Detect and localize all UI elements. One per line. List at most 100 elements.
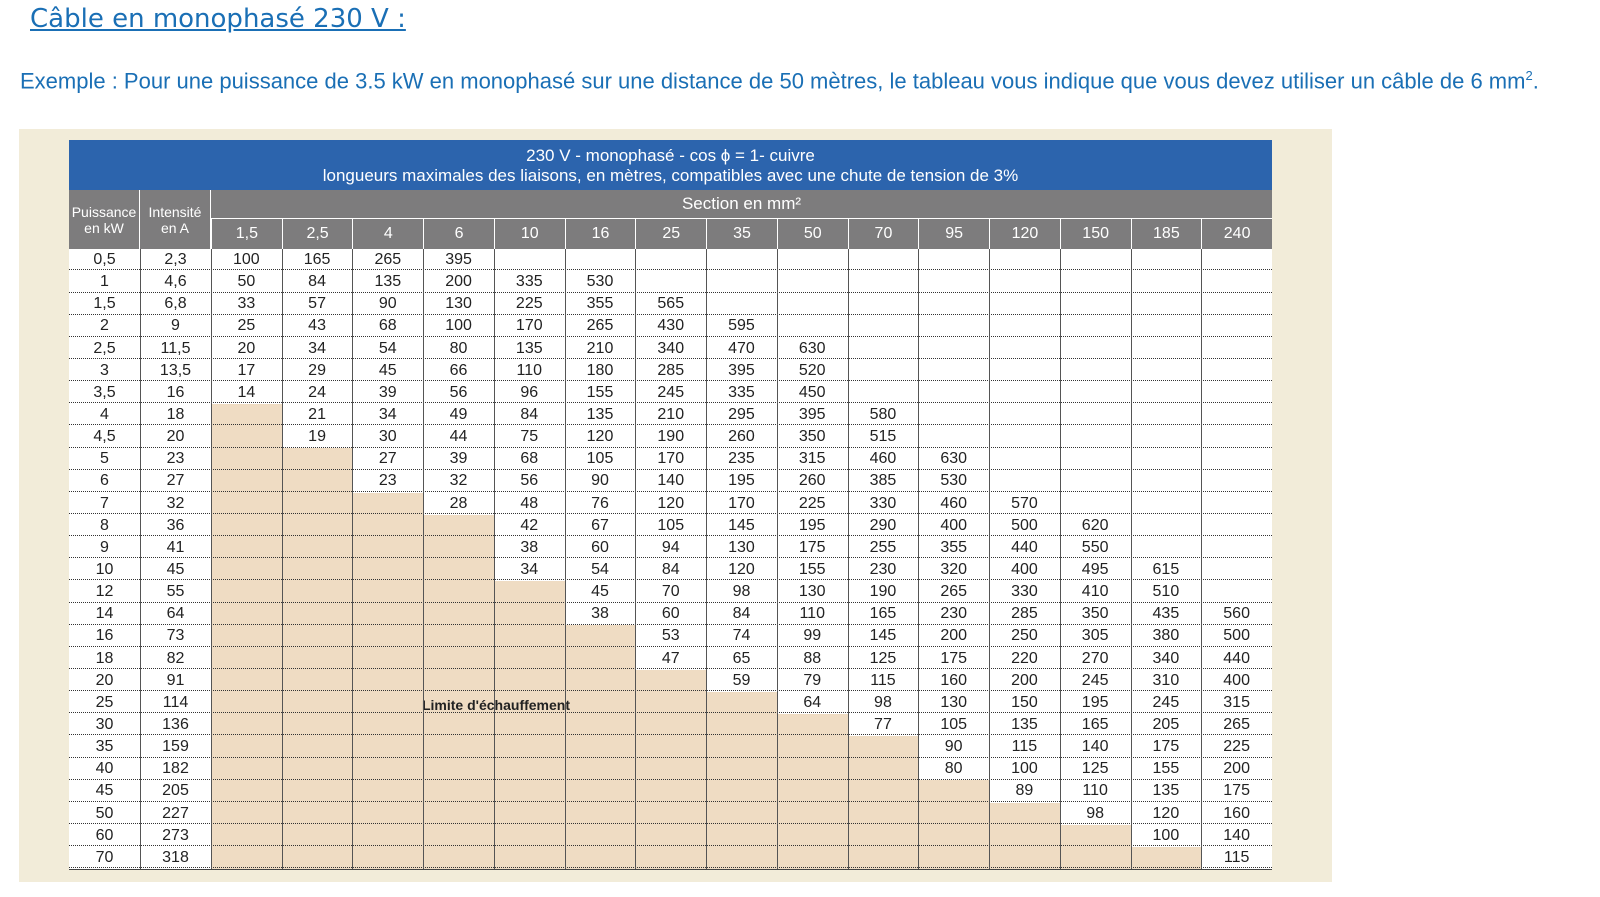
row-divider [69, 490, 1272, 492]
cell-length: 595 [728, 317, 755, 335]
cell-puissance: 9 [100, 538, 109, 556]
cell-length: 135 [1011, 716, 1038, 733]
table-row: 30 136 77 105 135 165 205 265 [69, 714, 1272, 736]
row-divider [69, 690, 1272, 692]
section-col-header: 50 [776, 218, 848, 249]
row-divider [69, 269, 1272, 271]
column-divider [423, 249, 425, 869]
cell-length: 265 [940, 583, 968, 601]
cell-length: 29 [308, 361, 326, 379]
cell-length: 99 [803, 627, 822, 645]
cell-length: 255 [869, 538, 897, 556]
cell-length: 570 [1011, 494, 1038, 512]
cell-length: 14 [237, 383, 256, 401]
column-divider [281, 249, 283, 869]
row-divider [69, 468, 1272, 470]
cell-length: 630 [940, 450, 968, 468]
row-divider [69, 313, 1272, 315]
column-divider [1201, 249, 1203, 869]
heat-limit-zone [211, 780, 990, 804]
cell-length: 330 [1011, 583, 1038, 601]
cell-length: 170 [728, 494, 755, 512]
cell-length: 395 [445, 251, 472, 268]
cell-puissance: 12 [95, 583, 114, 601]
cell-length: 44 [449, 428, 468, 446]
cell-length: 175 [940, 649, 968, 667]
column-divider [1130, 249, 1132, 869]
cell-length: 110 [516, 361, 543, 379]
cell-length: 125 [1081, 760, 1109, 778]
section-col-header: 4 [352, 218, 423, 249]
section-col-header: 70 [847, 218, 919, 249]
cell-length: 20 [237, 339, 256, 357]
cell-length: 400 [1011, 561, 1038, 578]
table-row: 20 91 59 79 115 160 200 245 310 400 [69, 670, 1272, 692]
cell-puissance: 10 [95, 561, 114, 578]
cell-length: 155 [1152, 760, 1180, 778]
cell-length: 315 [798, 450, 826, 468]
cell-length: 140 [1081, 738, 1109, 756]
column-divider [564, 249, 566, 869]
cell-intensite: 64 [166, 605, 185, 623]
row-divider [69, 822, 1272, 824]
cell-length: 210 [657, 406, 685, 423]
table-row: 1 4,6 50 84 135 200 335 530 [69, 271, 1272, 293]
cell-length: 48 [520, 494, 539, 512]
cell-length: 435 [1152, 605, 1180, 623]
cell-length: 98 [732, 583, 751, 601]
cell-puissance: 8 [100, 516, 109, 534]
cell-puissance: 6 [100, 472, 109, 490]
cell-length: 38 [520, 538, 539, 556]
cell-length: 43 [308, 317, 326, 335]
cell-length: 495 [1081, 561, 1109, 578]
section-col-header: 2,5 [281, 218, 353, 249]
column-divider [918, 249, 920, 869]
cell-length: 130 [940, 693, 968, 711]
row-divider [69, 380, 1272, 382]
column-divider [989, 249, 991, 869]
table-bottom-border [69, 869, 1272, 870]
cell-length: 335 [515, 273, 543, 291]
table-row: 3,5 16 14 24 39 56 96 155 245 335 450 [69, 382, 1272, 404]
cell-length: 580 [869, 406, 897, 423]
cell-length: 80 [944, 760, 963, 778]
cell-length: 56 [449, 383, 468, 401]
cell-length: 350 [798, 428, 826, 446]
cell-puissance: 7 [100, 494, 109, 512]
cell-length: 170 [657, 450, 685, 468]
cell-length: 170 [515, 317, 543, 335]
cell-length: 38 [591, 605, 609, 623]
cell-length: 120 [586, 428, 614, 446]
cell-length: 54 [378, 339, 397, 357]
cell-length: 180 [586, 361, 614, 379]
heat-limit-zone [211, 581, 565, 604]
cell-length: 32 [449, 472, 468, 490]
column-divider [776, 249, 778, 869]
cell-puissance: 20 [95, 671, 114, 689]
cell-length: 110 [799, 605, 825, 623]
table-row: 12 55 45 70 98 130 190 265 330 410 510 [69, 581, 1272, 603]
cell-length: 60 [661, 605, 680, 623]
cell-length: 175 [1152, 738, 1180, 756]
cell-length: 120 [1152, 804, 1180, 822]
column-divider [140, 249, 141, 869]
cell-length: 285 [657, 361, 685, 379]
cell-length: 260 [728, 428, 755, 446]
cell-length: 440 [1223, 649, 1250, 667]
cell-length: 470 [728, 339, 755, 357]
cell-length: 68 [520, 450, 539, 468]
table-row: 9 41 38 60 94 130 175 255 355 440 550 [69, 537, 1272, 559]
column-divider [706, 249, 708, 869]
section-col-header: 1,5 [211, 218, 282, 249]
cell-length: 395 [728, 361, 755, 379]
table-row: 25 114 64 98 130 150 195 245 315 [69, 692, 1272, 714]
cell-intensite: 114 [162, 693, 189, 711]
cell-intensite: 41 [166, 538, 185, 556]
cell-length: 315 [1223, 693, 1250, 711]
row-divider [69, 623, 1272, 625]
section-col-header: 120 [989, 218, 1060, 249]
cell-length: 42 [520, 516, 539, 534]
cell-length: 235 [728, 450, 755, 468]
cell-length: 90 [944, 738, 963, 756]
row-divider [69, 335, 1272, 337]
